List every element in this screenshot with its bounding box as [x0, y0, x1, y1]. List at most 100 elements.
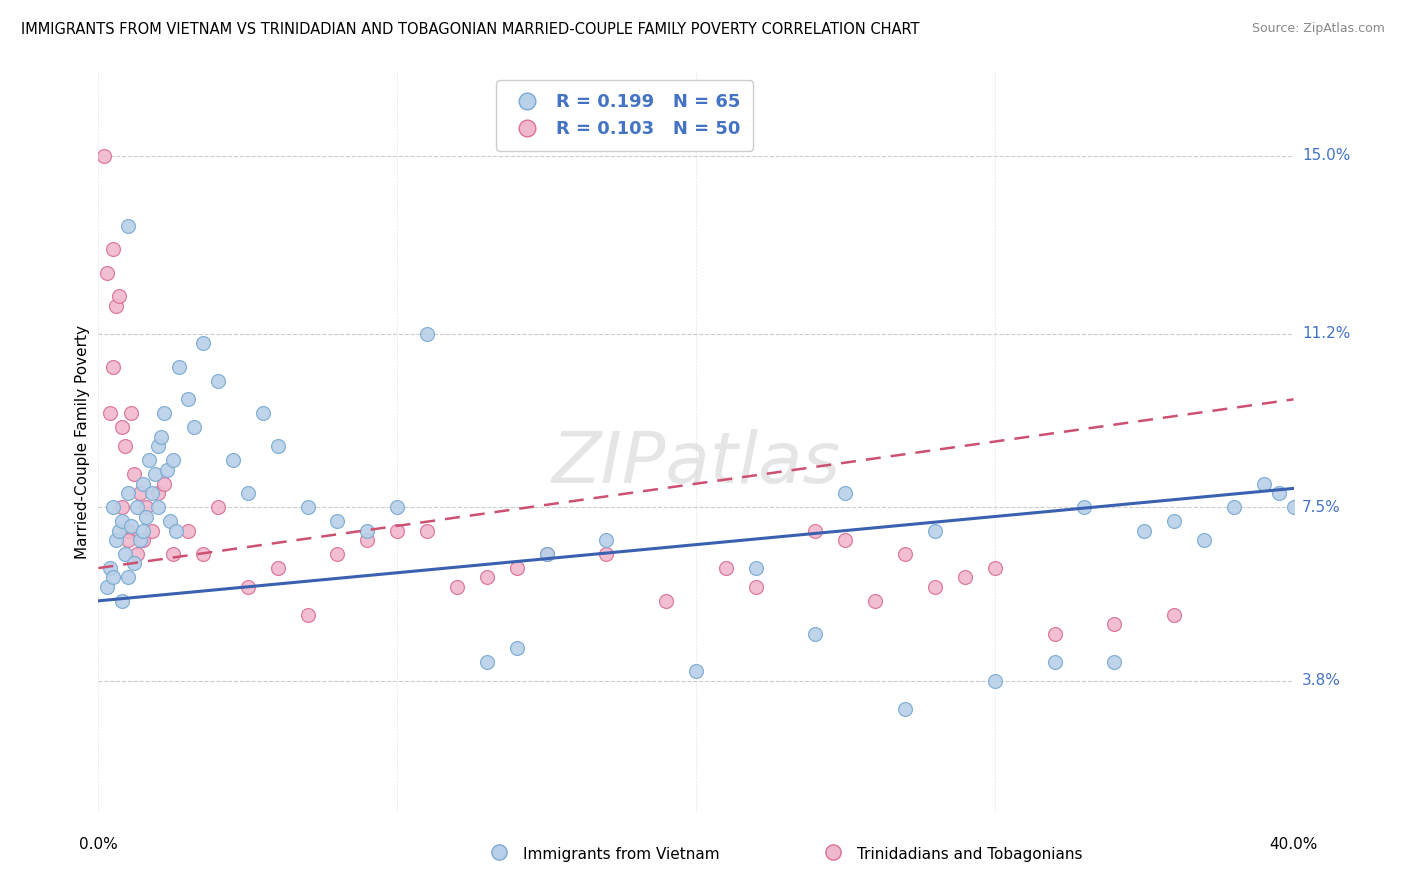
- Point: [129, 533, 152, 547]
- Point: [117, 486, 139, 500]
- Point: [1163, 607, 1185, 622]
- Point: [141, 524, 163, 538]
- Point: [138, 453, 160, 467]
- Text: 15.0%: 15.0%: [1302, 148, 1350, 163]
- Point: [745, 561, 768, 575]
- Point: [267, 561, 290, 575]
- Point: [98, 406, 122, 420]
- Point: [114, 439, 136, 453]
- Text: 7.5%: 7.5%: [1302, 500, 1340, 515]
- Text: Trinidadians and Tobagonians: Trinidadians and Tobagonians: [858, 847, 1083, 863]
- Text: 40.0%: 40.0%: [1270, 837, 1317, 852]
- Point: [162, 547, 184, 561]
- Text: 3.8%: 3.8%: [1302, 673, 1341, 688]
- Text: 0.0%: 0.0%: [79, 837, 118, 852]
- Legend: R = 0.199   N = 65, R = 0.103   N = 50: R = 0.199 N = 65, R = 0.103 N = 50: [496, 80, 752, 151]
- Point: [1282, 500, 1305, 515]
- Point: [93, 149, 115, 163]
- Point: [114, 547, 136, 561]
- Text: ZIPatlas: ZIPatlas: [551, 429, 841, 499]
- Point: [984, 561, 1007, 575]
- Point: [1253, 476, 1275, 491]
- Point: [834, 486, 856, 500]
- Point: [252, 406, 274, 420]
- Point: [148, 500, 170, 515]
- Point: [446, 580, 468, 594]
- Point: [475, 655, 498, 669]
- Point: [356, 524, 378, 538]
- Point: [834, 533, 856, 547]
- Point: [207, 500, 229, 515]
- Point: [984, 673, 1007, 688]
- Point: [135, 500, 157, 515]
- Point: [924, 580, 946, 594]
- Text: IMMIGRANTS FROM VIETNAM VS TRINIDADIAN AND TOBAGONIAN MARRIED-COUPLE FAMILY POVE: IMMIGRANTS FROM VIETNAM VS TRINIDADIAN A…: [21, 22, 920, 37]
- Point: [207, 374, 229, 388]
- Point: [1073, 500, 1095, 515]
- Point: [326, 514, 349, 528]
- Point: [98, 561, 122, 575]
- Point: [117, 533, 139, 547]
- Point: [143, 467, 166, 482]
- Point: [111, 500, 134, 515]
- Point: [117, 570, 139, 584]
- Point: [595, 547, 617, 561]
- Point: [416, 326, 439, 341]
- Point: [1133, 524, 1156, 538]
- Point: [159, 514, 181, 528]
- Point: [127, 547, 149, 561]
- Point: [356, 533, 378, 547]
- Point: [685, 664, 707, 678]
- Point: [236, 486, 259, 500]
- Point: [135, 509, 157, 524]
- Point: [1223, 500, 1246, 515]
- Point: [153, 406, 176, 420]
- Point: [1104, 617, 1126, 632]
- Point: [297, 500, 319, 515]
- Point: [655, 594, 678, 608]
- Point: [1192, 533, 1215, 547]
- Point: [165, 524, 187, 538]
- Point: [111, 594, 134, 608]
- Point: [132, 524, 155, 538]
- Text: 11.2%: 11.2%: [1302, 326, 1350, 342]
- Point: [105, 299, 128, 313]
- Point: [865, 594, 887, 608]
- Point: [153, 476, 176, 491]
- Point: [129, 486, 152, 500]
- Point: [385, 524, 409, 538]
- Point: [105, 533, 128, 547]
- Point: [103, 359, 125, 374]
- Point: [536, 547, 558, 561]
- Y-axis label: Married-Couple Family Poverty: Married-Couple Family Poverty: [75, 325, 90, 558]
- Point: [162, 453, 184, 467]
- Point: [120, 406, 142, 420]
- Point: [103, 243, 125, 257]
- Point: [714, 561, 737, 575]
- Point: [1267, 486, 1289, 500]
- Point: [536, 547, 558, 561]
- Point: [108, 524, 131, 538]
- Point: [416, 524, 439, 538]
- Point: [96, 580, 118, 594]
- Point: [475, 570, 498, 584]
- Point: [127, 500, 149, 515]
- Text: Immigrants from Vietnam: Immigrants from Vietnam: [523, 847, 720, 863]
- Point: [236, 580, 259, 594]
- Point: [183, 420, 205, 434]
- Point: [132, 533, 155, 547]
- Point: [124, 557, 146, 571]
- Point: [108, 289, 131, 303]
- Point: [117, 524, 139, 538]
- Point: [1043, 655, 1066, 669]
- Point: [120, 519, 142, 533]
- Point: [267, 439, 290, 453]
- Point: [148, 439, 170, 453]
- Point: [924, 524, 946, 538]
- Point: [894, 701, 917, 715]
- Point: [595, 533, 617, 547]
- Point: [117, 219, 139, 233]
- Point: [191, 336, 214, 351]
- Point: [804, 524, 827, 538]
- Point: [894, 547, 917, 561]
